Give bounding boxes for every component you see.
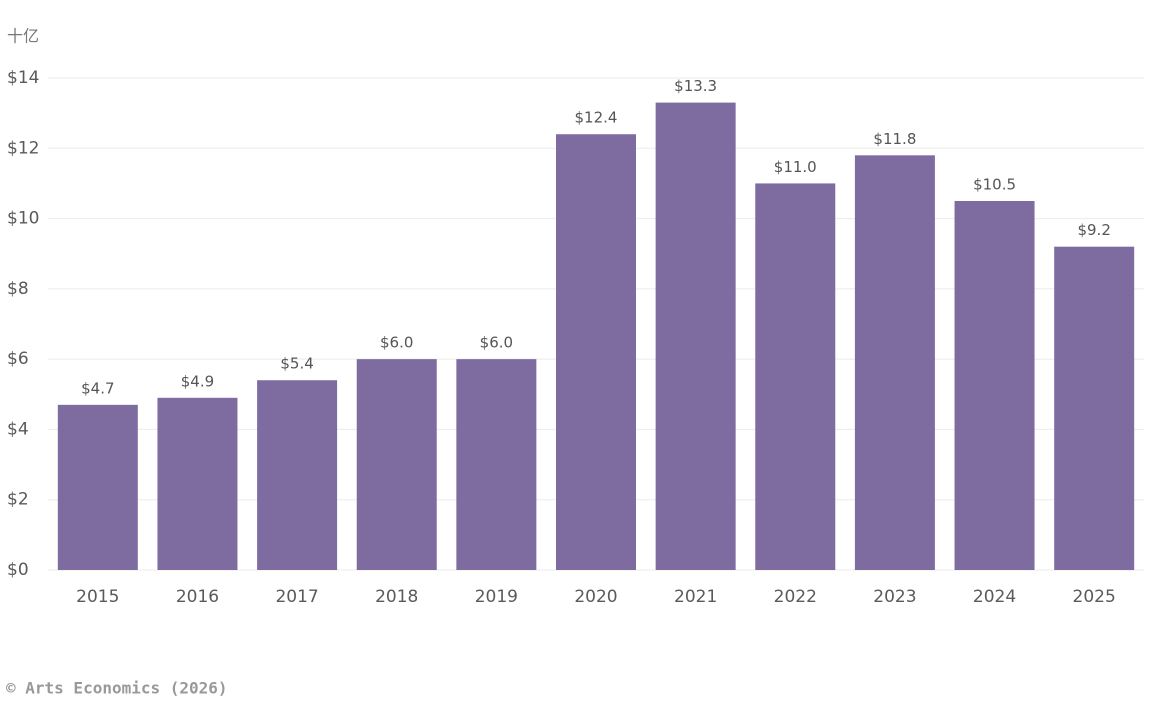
bar [57, 404, 138, 570]
value-label: $11.0 [774, 158, 817, 176]
value-label: $11.8 [873, 130, 916, 148]
y-tick-label: $12 [7, 138, 39, 158]
y-tick-label: $14 [7, 68, 39, 88]
bar [356, 359, 437, 570]
unit-label: 十亿 [7, 27, 39, 46]
value-label: $5.4 [280, 355, 313, 373]
value-label: $9.2 [1077, 221, 1110, 239]
bar [456, 359, 537, 570]
y-tick-label: $0 [7, 560, 29, 580]
y-tick-label: $4 [7, 419, 29, 439]
bar [755, 183, 836, 570]
x-tick-label: 2017 [275, 587, 318, 607]
bar [854, 155, 935, 571]
x-tick-label: 2023 [873, 587, 916, 607]
x-tick-label: 2019 [475, 587, 518, 607]
bar [157, 397, 238, 570]
value-label: $4.9 [181, 372, 214, 390]
value-label: $12.4 [575, 109, 618, 127]
x-tick-label: 2021 [674, 587, 717, 607]
value-label: $6.0 [380, 334, 413, 352]
y-tick-label: $2 [7, 490, 29, 510]
bar [257, 380, 338, 570]
x-tick-label: 2016 [176, 587, 219, 607]
value-label: $6.0 [480, 334, 513, 352]
source: © Arts Economics (2026) [6, 679, 228, 698]
x-tick-label: 2022 [774, 587, 817, 607]
value-label: $10.5 [973, 176, 1016, 194]
y-tick-label: $10 [7, 209, 39, 229]
bar [954, 201, 1035, 570]
x-tick-label: 2015 [76, 587, 119, 607]
x-tick-label: 2018 [375, 587, 418, 607]
x-tick-label: 2024 [973, 587, 1016, 607]
x-tick-label: 2020 [574, 587, 617, 607]
x-tick-label: 2025 [1073, 587, 1116, 607]
y-tick-label: $8 [7, 279, 29, 299]
bar [655, 102, 736, 570]
y-tick-label: $6 [7, 349, 29, 369]
bar [556, 134, 636, 570]
bar [1054, 246, 1135, 570]
value-label: $13.3 [674, 77, 717, 95]
value-label: $4.7 [81, 379, 114, 397]
